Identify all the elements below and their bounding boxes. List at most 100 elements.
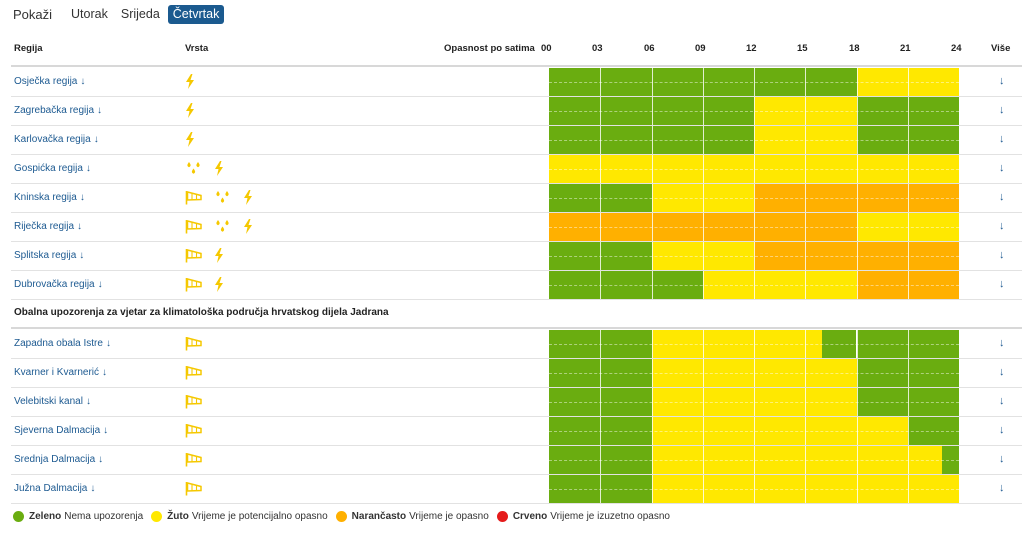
grid-line bbox=[857, 359, 858, 387]
grid-line bbox=[652, 475, 653, 503]
tab-srijeda[interactable]: Srijeda bbox=[120, 6, 160, 21]
tab-utorak[interactable]: Utorak bbox=[71, 6, 108, 21]
risk-segment bbox=[651, 97, 703, 125]
grid-line bbox=[805, 446, 806, 474]
grid-line bbox=[857, 242, 858, 270]
grid-line bbox=[600, 126, 601, 154]
risk-segment bbox=[822, 330, 857, 358]
filter-label: Pokaži bbox=[13, 6, 53, 22]
more-arrow-icon[interactable]: ↓ bbox=[999, 423, 1005, 436]
grid-line bbox=[703, 446, 704, 474]
more-arrow-icon[interactable]: ↓ bbox=[999, 394, 1005, 407]
more-arrow-icon[interactable]: ↓ bbox=[999, 74, 1005, 87]
coast-section-title: Obalna upozorenja za vjetar za klimatolo… bbox=[14, 307, 389, 318]
region-link[interactable]: Karlovačka regija ↓ bbox=[14, 134, 99, 145]
grid-line bbox=[652, 97, 653, 125]
region-link[interactable]: Splitska regija ↓ bbox=[14, 250, 84, 261]
tab-cetvrtak[interactable]: Četvrtak bbox=[167, 4, 225, 24]
thunder-icon bbox=[185, 131, 195, 147]
more-arrow-icon[interactable]: ↓ bbox=[999, 132, 1005, 145]
more-arrow-icon[interactable]: ↓ bbox=[999, 103, 1005, 116]
risk-segment bbox=[907, 68, 959, 96]
region-link[interactable]: Sjeverna Dalmacija ↓ bbox=[14, 425, 108, 436]
more-arrow-icon[interactable]: ↓ bbox=[999, 365, 1005, 378]
grid-line bbox=[703, 97, 704, 125]
risk-segment bbox=[651, 213, 703, 241]
row-divider bbox=[11, 387, 1022, 388]
risk-segment bbox=[754, 97, 806, 125]
region-link[interactable]: Velebitski kanal ↓ bbox=[14, 396, 91, 407]
row-divider bbox=[11, 96, 1022, 97]
grid-line bbox=[805, 213, 806, 241]
region-link[interactable]: Srednja Dalmacija ↓ bbox=[14, 454, 103, 465]
grid-line bbox=[908, 184, 909, 212]
more-arrow-icon[interactable]: ↓ bbox=[999, 248, 1005, 261]
region-link[interactable]: Južna Dalmacija ↓ bbox=[14, 483, 95, 494]
region-link[interactable]: Zagrebačka regija ↓ bbox=[14, 105, 102, 116]
risk-segment bbox=[754, 68, 806, 96]
risk-segment bbox=[907, 271, 959, 299]
risk-segment bbox=[754, 213, 806, 241]
header-more: Više bbox=[991, 43, 1011, 54]
more-arrow-icon[interactable]: ↓ bbox=[999, 336, 1005, 349]
more-arrow-icon[interactable]: ↓ bbox=[999, 190, 1005, 203]
risk-segment bbox=[600, 97, 652, 125]
wind-icon bbox=[185, 481, 203, 496]
rain-icon bbox=[185, 161, 203, 176]
hour-tick: 06 bbox=[644, 43, 655, 54]
risk-segment bbox=[549, 68, 601, 96]
risk-segment bbox=[856, 388, 959, 416]
header-danger: Opasnost po satima bbox=[444, 43, 535, 54]
risk-segment bbox=[651, 417, 908, 445]
grid-line bbox=[703, 213, 704, 241]
grid-line bbox=[652, 184, 653, 212]
legend-name: Žuto bbox=[167, 511, 189, 522]
grid-line bbox=[652, 446, 653, 474]
more-arrow-icon[interactable]: ↓ bbox=[999, 161, 1005, 174]
arrow-down-icon: ↓ bbox=[97, 278, 103, 290]
grid-line bbox=[652, 242, 653, 270]
row-divider bbox=[11, 299, 1022, 300]
header-type: Vrsta bbox=[185, 43, 209, 54]
risk-segment bbox=[651, 330, 823, 358]
hourly-grid bbox=[549, 446, 959, 474]
region-link[interactable]: Zapadna obala Istre ↓ bbox=[14, 338, 111, 349]
hour-tick: 03 bbox=[592, 43, 603, 54]
grid-line bbox=[600, 155, 601, 183]
region-link[interactable]: Gospićka regija ↓ bbox=[14, 163, 91, 174]
region-link[interactable]: Kvarner i Kvarnerić ↓ bbox=[14, 367, 107, 378]
grid-line bbox=[652, 271, 653, 299]
wind-icon bbox=[185, 190, 203, 205]
more-arrow-icon[interactable]: ↓ bbox=[999, 452, 1005, 465]
risk-segment bbox=[651, 242, 703, 270]
type-icons bbox=[185, 189, 264, 205]
arrow-down-icon: ↓ bbox=[79, 249, 85, 261]
row-divider bbox=[11, 241, 1022, 242]
region-link[interactable]: Dubrovačka regija ↓ bbox=[14, 279, 103, 290]
grid-line bbox=[908, 126, 909, 154]
grid-line bbox=[754, 417, 755, 445]
risk-segment bbox=[600, 213, 652, 241]
more-arrow-icon[interactable]: ↓ bbox=[999, 481, 1005, 494]
region-name: Kvarner i Kvarnerić bbox=[14, 366, 100, 378]
more-arrow-icon[interactable]: ↓ bbox=[999, 219, 1005, 232]
more-arrow-icon[interactable]: ↓ bbox=[999, 277, 1005, 290]
wind-icon bbox=[185, 423, 203, 438]
grid-line bbox=[754, 126, 755, 154]
risk-segment bbox=[600, 271, 652, 299]
risk-segment bbox=[907, 126, 959, 154]
hour-tick: 21 bbox=[900, 43, 911, 54]
grid-line bbox=[652, 330, 653, 358]
region-name: Zapadna obala Istre bbox=[14, 337, 103, 349]
risk-segment bbox=[856, 68, 908, 96]
grid-line bbox=[754, 97, 755, 125]
wind-icon bbox=[185, 219, 203, 234]
region-link[interactable]: Osječka regija ↓ bbox=[14, 76, 85, 87]
grid-line bbox=[652, 126, 653, 154]
grid-line bbox=[600, 388, 601, 416]
region-link[interactable]: Riječka regija ↓ bbox=[14, 221, 82, 232]
grid-line bbox=[600, 359, 601, 387]
grid-line bbox=[857, 446, 858, 474]
grid-line bbox=[908, 271, 909, 299]
region-link[interactable]: Kninska regija ↓ bbox=[14, 192, 85, 203]
